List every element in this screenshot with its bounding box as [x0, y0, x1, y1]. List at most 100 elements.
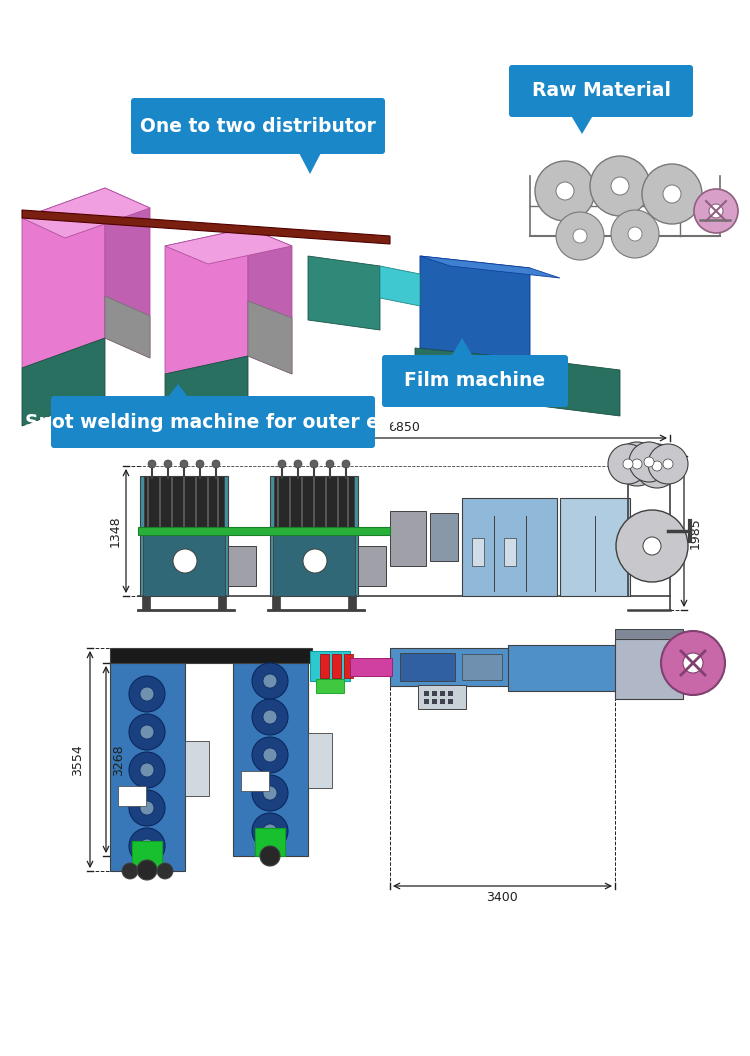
Circle shape: [683, 653, 703, 673]
Circle shape: [164, 460, 172, 468]
Bar: [308, 733, 332, 788]
Circle shape: [694, 189, 738, 233]
Circle shape: [644, 457, 654, 467]
Bar: [504, 538, 516, 566]
Polygon shape: [22, 338, 105, 426]
Bar: [140, 476, 228, 596]
Circle shape: [129, 752, 165, 788]
Bar: [560, 498, 630, 596]
Polygon shape: [22, 210, 390, 244]
Polygon shape: [540, 360, 620, 416]
Polygon shape: [569, 112, 595, 134]
Polygon shape: [105, 296, 150, 358]
Bar: [310, 650, 350, 681]
Circle shape: [157, 863, 173, 879]
Circle shape: [709, 204, 723, 218]
Bar: [462, 654, 502, 680]
FancyBboxPatch shape: [51, 396, 375, 448]
Polygon shape: [308, 256, 380, 329]
Bar: [138, 527, 390, 535]
Polygon shape: [165, 228, 248, 374]
Bar: [418, 685, 466, 709]
Bar: [142, 595, 150, 610]
Circle shape: [212, 460, 220, 468]
Bar: [448, 699, 453, 704]
Circle shape: [129, 790, 165, 826]
Bar: [118, 786, 146, 806]
FancyBboxPatch shape: [131, 98, 385, 154]
Polygon shape: [42, 367, 85, 446]
Bar: [472, 538, 484, 566]
Polygon shape: [165, 384, 191, 401]
Polygon shape: [248, 301, 292, 374]
Bar: [255, 828, 285, 856]
Bar: [508, 645, 616, 691]
Bar: [424, 691, 429, 696]
Bar: [424, 699, 429, 704]
Circle shape: [263, 824, 277, 838]
Circle shape: [129, 676, 165, 712]
Text: 3268: 3268: [112, 744, 125, 776]
Polygon shape: [22, 188, 105, 367]
Circle shape: [652, 461, 662, 471]
Circle shape: [263, 748, 277, 762]
Bar: [448, 691, 453, 696]
Bar: [143, 528, 225, 596]
Bar: [440, 699, 445, 704]
Bar: [462, 498, 557, 596]
Circle shape: [140, 840, 154, 853]
Circle shape: [590, 156, 650, 216]
Bar: [390, 648, 615, 686]
Bar: [228, 546, 256, 586]
FancyBboxPatch shape: [382, 355, 568, 407]
Bar: [400, 653, 455, 681]
Polygon shape: [420, 256, 530, 360]
Circle shape: [263, 786, 277, 800]
Bar: [110, 648, 312, 663]
Circle shape: [663, 185, 681, 203]
Text: Raw Material: Raw Material: [532, 81, 670, 100]
Circle shape: [180, 460, 188, 468]
Bar: [615, 629, 683, 639]
Circle shape: [623, 459, 633, 469]
Text: 1985: 1985: [689, 517, 702, 549]
Circle shape: [252, 737, 288, 773]
Polygon shape: [449, 338, 475, 360]
Polygon shape: [380, 266, 420, 306]
Bar: [440, 691, 445, 696]
Circle shape: [140, 763, 154, 777]
Circle shape: [263, 710, 277, 724]
Circle shape: [535, 161, 595, 221]
Text: 3554: 3554: [71, 744, 84, 776]
Polygon shape: [165, 356, 248, 426]
Circle shape: [642, 164, 702, 224]
Bar: [144, 476, 224, 528]
Circle shape: [628, 227, 642, 241]
Circle shape: [635, 444, 679, 488]
Circle shape: [556, 212, 604, 260]
Bar: [218, 595, 226, 610]
Circle shape: [611, 177, 629, 195]
Text: 1348: 1348: [109, 515, 122, 547]
FancyBboxPatch shape: [509, 65, 693, 117]
Circle shape: [556, 182, 574, 200]
Circle shape: [252, 813, 288, 849]
Circle shape: [310, 460, 318, 468]
Circle shape: [140, 802, 154, 815]
Bar: [272, 595, 280, 610]
Circle shape: [303, 549, 327, 573]
Bar: [348, 595, 356, 610]
Polygon shape: [415, 348, 540, 406]
Bar: [241, 771, 269, 791]
Circle shape: [173, 549, 197, 573]
Bar: [233, 663, 308, 856]
Circle shape: [661, 631, 725, 695]
Polygon shape: [248, 228, 292, 374]
Circle shape: [122, 863, 138, 879]
Circle shape: [252, 775, 288, 811]
Bar: [110, 663, 185, 871]
Bar: [185, 741, 209, 796]
Text: Spot welding machine for outer ear: Spot welding machine for outer ear: [25, 413, 401, 432]
Circle shape: [573, 229, 587, 243]
Circle shape: [137, 860, 157, 880]
